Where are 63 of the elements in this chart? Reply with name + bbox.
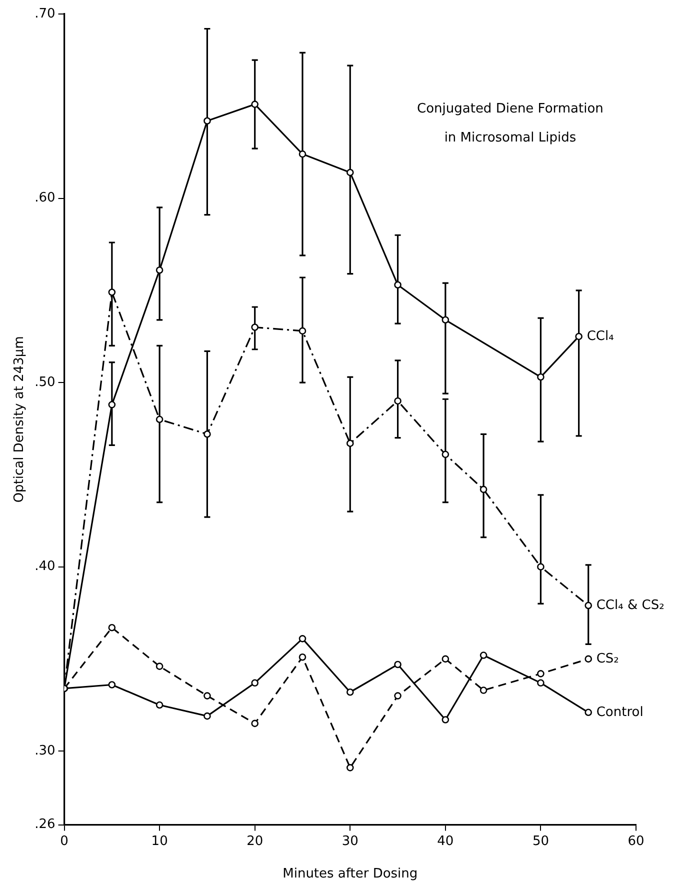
point	[394, 281, 402, 289]
point	[346, 168, 354, 176]
x-tick-label: 50	[532, 834, 549, 849]
point	[537, 563, 544, 570]
point	[108, 681, 116, 688]
point	[251, 324, 258, 331]
point	[251, 720, 258, 728]
point	[394, 692, 402, 700]
point	[156, 701, 164, 709]
point	[584, 708, 592, 716]
point	[156, 662, 164, 670]
point	[537, 670, 544, 678]
point	[346, 440, 354, 448]
point	[251, 679, 258, 687]
point	[156, 266, 164, 274]
y-tick-label: .50	[34, 374, 56, 390]
point	[108, 401, 116, 408]
point	[298, 653, 306, 661]
y-tick-label: .40	[34, 559, 56, 574]
point	[204, 430, 211, 438]
x-tick-label: 40	[437, 834, 454, 849]
point	[442, 716, 450, 724]
text: Conjugated Diene Formation in Microsomal Lipids	[417, 101, 604, 146]
y-tick-label: .70	[34, 6, 56, 22]
x-tick-label: 0	[60, 834, 68, 849]
point	[394, 397, 402, 405]
series-label: CCl₄	[586, 328, 614, 344]
point	[480, 652, 488, 659]
y-axis-title: Optical Density at 243μm	[12, 336, 28, 503]
x-tick-label: 60	[628, 834, 644, 849]
point	[204, 712, 211, 720]
series-label: CCl₄ & CS₂	[596, 598, 664, 613]
point	[346, 764, 354, 772]
point	[298, 635, 306, 642]
x-axis-title: Minutes after Dosing	[282, 866, 418, 882]
point	[537, 679, 544, 687]
point	[156, 416, 164, 424]
point	[480, 486, 488, 494]
x-tick-label: 20	[246, 834, 264, 849]
point	[251, 100, 258, 108]
series-label: CS₂	[596, 651, 619, 666]
point	[584, 655, 592, 663]
point	[204, 692, 211, 700]
point	[298, 327, 306, 335]
series-label: Control	[596, 704, 644, 720]
point	[108, 288, 116, 296]
point	[442, 316, 450, 324]
x-tick-label: 10	[151, 834, 168, 849]
point	[108, 624, 116, 632]
point	[442, 655, 450, 663]
y-tick-label: .60	[34, 190, 56, 206]
x-tick-label: 30	[342, 834, 358, 849]
point	[204, 117, 211, 125]
point	[584, 602, 592, 610]
point	[480, 686, 488, 694]
point	[575, 332, 582, 340]
point	[537, 373, 544, 381]
y-tick-label: .30	[34, 743, 56, 758]
point	[442, 450, 450, 458]
point	[346, 688, 354, 696]
y-tick-label: .26	[34, 817, 56, 832]
point	[298, 150, 306, 158]
point	[394, 660, 402, 668]
